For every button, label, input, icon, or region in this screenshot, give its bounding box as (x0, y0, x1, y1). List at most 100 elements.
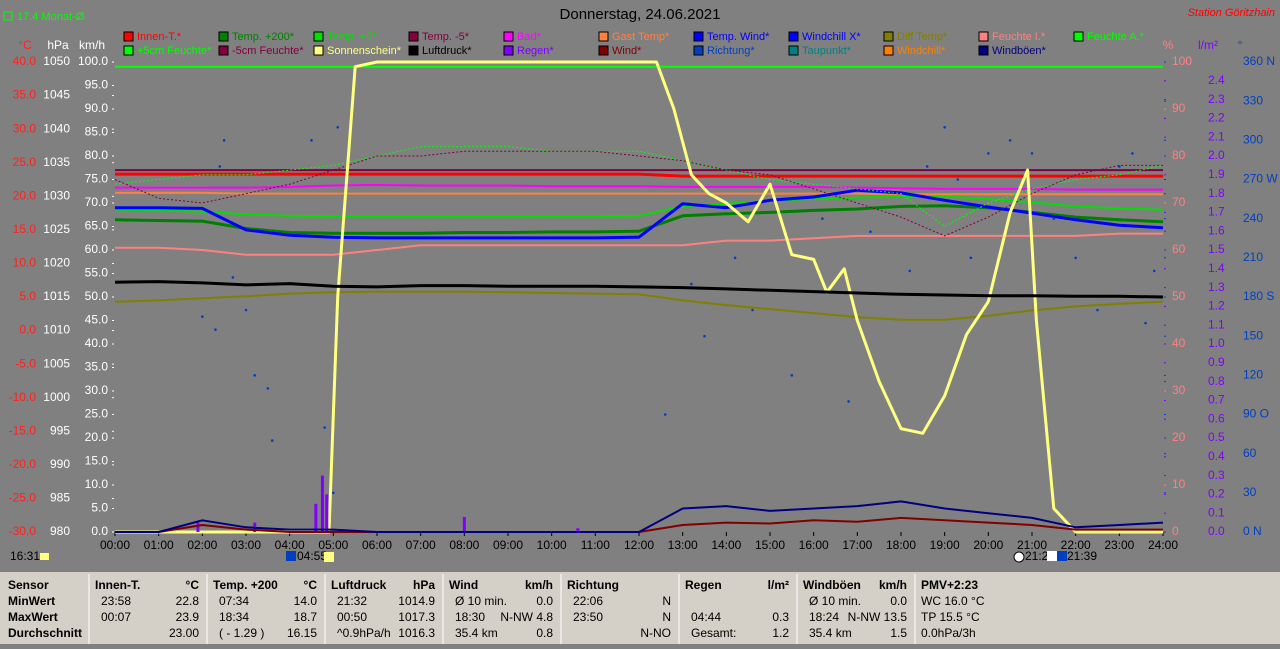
axis-unit: hPa (47, 38, 69, 52)
y-tick-label: 20 (1172, 430, 1186, 444)
y-tick-label: 1.9 (1208, 167, 1225, 181)
legend-label: Diff Temp* (897, 31, 948, 43)
direction-point (253, 374, 257, 377)
y-tick-label: 75.0 (85, 172, 109, 186)
direction-point (1144, 321, 1147, 325)
series-line (115, 188, 1164, 240)
table-cell: 0.0hPa/3h (921, 626, 976, 640)
y-tick-label: 10.0 (85, 477, 109, 491)
sunset-icon (1047, 551, 1057, 561)
y-tick-label: 35.0 (85, 360, 109, 374)
x-tick-label: 11:00 (581, 538, 610, 552)
series-line (114, 280, 1164, 299)
y-tick-label: 55.0 (85, 266, 109, 280)
table-unit: °C (304, 578, 318, 592)
x-tick-label: 06:00 (362, 538, 392, 552)
legend-swatch (978, 45, 989, 56)
x-tick-label: 00:00 (100, 538, 130, 552)
table-background (0, 572, 1280, 644)
y-tick-label: 1050 (43, 54, 70, 68)
legend-swatch (883, 31, 894, 42)
legend-label: -5cm Feuchte* (232, 45, 304, 57)
direction-point (231, 276, 235, 279)
direction-point (925, 165, 929, 168)
y-tick-label: 25.0 (85, 407, 109, 421)
table-cell: 22:06 (573, 594, 603, 608)
y-tick-label: 2.4 (1208, 73, 1225, 87)
table-cell: 21:32 (337, 594, 367, 608)
y-tick-label: 330 (1243, 93, 1263, 107)
x-tick-label: 24:00 (1148, 538, 1178, 552)
y-tick-label: 0.6 (1208, 411, 1225, 425)
table-header: Regen (685, 578, 722, 592)
y-tick-label: 1.8 (1208, 186, 1225, 200)
direction-point (1008, 139, 1012, 142)
y-tick-label: 80 (1172, 148, 1186, 162)
table-cell: 23.00 (169, 626, 199, 640)
axis-unit: l/m² (1198, 38, 1218, 52)
series-line (115, 232, 1163, 256)
x-tick-label: 20:00 (973, 538, 1003, 552)
y-tick-label: 1040 (43, 121, 70, 135)
legend-swatch (313, 45, 324, 56)
x-tick-label: 10:00 (537, 538, 567, 552)
axis-unit: °C (18, 38, 32, 52)
y-tick-label: 100 (1172, 54, 1192, 68)
y-tick-label: 980 (50, 524, 70, 538)
table-cell: 18:30 (455, 610, 485, 624)
y-tick-label: 1015 (43, 289, 70, 303)
y-tick-label: 1030 (43, 188, 70, 202)
legend-swatch (788, 45, 799, 56)
table-cell: 1.5 (890, 626, 907, 640)
legend-label: Feuchte I.* (992, 31, 1046, 43)
y-tick-label: 50 (1172, 289, 1186, 303)
y-tick-label: -20.0 (9, 457, 37, 471)
table-cell: 35.4 km (809, 626, 852, 640)
table-cell: N (662, 610, 671, 624)
legend-label: Windböen* (992, 45, 1047, 57)
y-tick-label: 90.0 (85, 101, 109, 115)
x-tick-label: 09:00 (493, 538, 523, 552)
direction-point (821, 217, 824, 220)
legend-swatch (883, 45, 894, 56)
y-tick-label: 1035 (43, 155, 70, 169)
y-tick-label: 30.0 (13, 121, 37, 135)
direction-point (987, 152, 990, 155)
series-line (115, 172, 1163, 178)
table-cell: 1.2 (772, 626, 789, 640)
x-tick-label: 03:00 (231, 538, 261, 552)
legend-swatch (978, 31, 989, 42)
table-cell: ^0.9hPa/h (337, 626, 391, 640)
y-tick-label: 1.1 (1208, 317, 1225, 331)
y-tick-label: 60.0 (85, 242, 109, 256)
y-tick-label: 210 (1243, 250, 1263, 264)
legend-label: Sonnenschein* (327, 45, 402, 57)
legend-swatch (408, 31, 419, 42)
sunrise-icon (286, 551, 296, 561)
series-line (115, 183, 1163, 191)
table-unit: °C (186, 578, 200, 592)
series-line (114, 146, 1164, 227)
y-tick-label: 1.3 (1208, 280, 1225, 294)
series-line (114, 290, 1164, 321)
y-tick-label: 0.7 (1208, 393, 1225, 407)
table-header: Temp. +200 (213, 578, 278, 592)
table-header: PMV+2:23 (921, 578, 978, 592)
table-cell: 22.8 (176, 594, 200, 608)
time-label: 04:55 (297, 549, 327, 563)
series-line (115, 500, 1164, 533)
sun-icon (324, 552, 334, 562)
table-cell: 00:50 (337, 610, 367, 624)
y-tick-label: 80.0 (85, 148, 109, 162)
legend-swatch (218, 45, 229, 56)
table-header: Wind (449, 578, 478, 592)
x-tick-label: 18:00 (886, 538, 916, 552)
y-tick-label: 15.0 (13, 222, 37, 236)
legend-label: +5cm Feuchte* (137, 45, 212, 57)
legend-label: Wind* (612, 45, 642, 57)
y-tick-label: 1020 (43, 256, 70, 270)
legend-label: Temp. +200* (232, 31, 295, 43)
y-tick-label: 40.0 (85, 336, 109, 350)
row-label: MinWert (8, 594, 55, 608)
series-line (115, 191, 1163, 196)
